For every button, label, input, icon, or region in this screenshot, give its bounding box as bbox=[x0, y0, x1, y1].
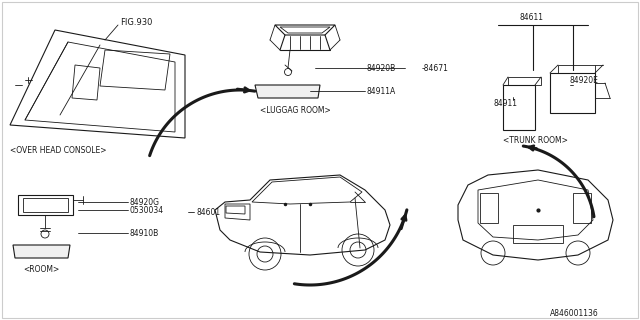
Text: 84920B: 84920B bbox=[366, 63, 396, 73]
Text: 84920E: 84920E bbox=[570, 76, 599, 84]
Bar bbox=[480, 193, 498, 223]
Polygon shape bbox=[255, 85, 320, 98]
Text: 84920G: 84920G bbox=[129, 197, 159, 206]
Text: 84601: 84601 bbox=[196, 207, 220, 217]
Bar bbox=[573, 193, 591, 223]
Text: 0530034: 0530034 bbox=[129, 205, 163, 214]
Text: A846001136: A846001136 bbox=[550, 308, 599, 317]
Text: <OVER HEAD CONSOLE>: <OVER HEAD CONSOLE> bbox=[10, 146, 106, 155]
Text: 84911A: 84911A bbox=[366, 86, 396, 95]
Text: -84671: -84671 bbox=[422, 63, 449, 73]
Text: FIG.930: FIG.930 bbox=[120, 18, 152, 27]
Text: <ROOM>: <ROOM> bbox=[23, 266, 60, 275]
Text: <LUGGAG ROOM>: <LUGGAG ROOM> bbox=[260, 106, 331, 115]
Polygon shape bbox=[13, 245, 70, 258]
Text: <TRUNK ROOM>: <TRUNK ROOM> bbox=[503, 135, 568, 145]
Text: 84910B: 84910B bbox=[129, 228, 158, 237]
Bar bbox=[513, 225, 563, 243]
Text: 84611: 84611 bbox=[520, 12, 544, 21]
Text: 84911: 84911 bbox=[493, 99, 517, 108]
